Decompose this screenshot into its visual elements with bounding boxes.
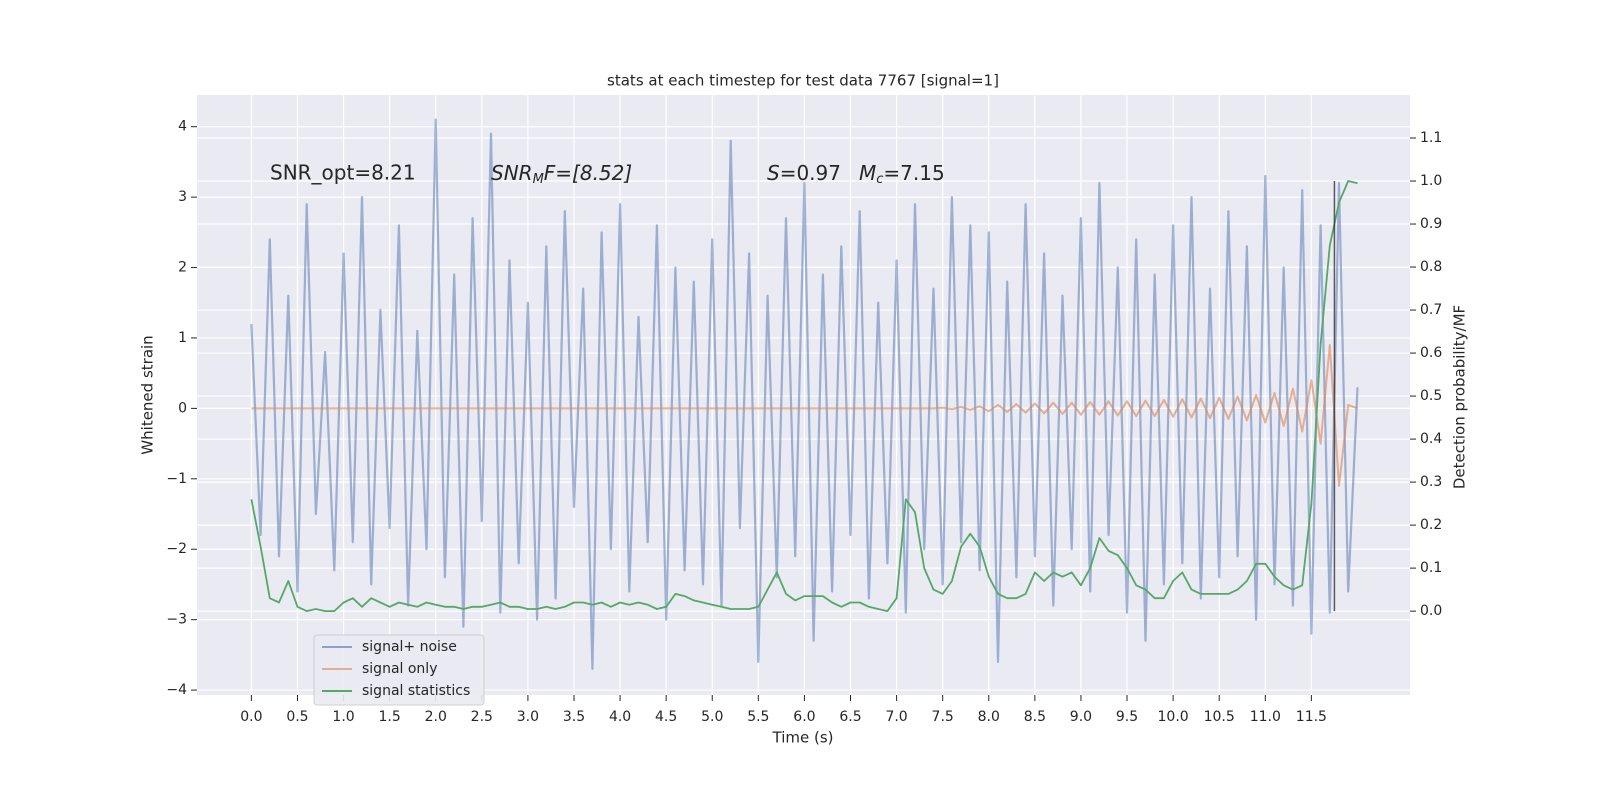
- annotation-part: F=[8.52]: [544, 161, 632, 185]
- x-tick-label: 9.0: [1070, 709, 1092, 725]
- y-tick-label: 2: [178, 260, 187, 276]
- y-tick-label: 1: [178, 330, 187, 346]
- annotation-part: M: [859, 161, 876, 185]
- legend-label: signal+ noise: [362, 639, 457, 655]
- legend: signal+ noise signal only signal statistic…: [313, 634, 485, 706]
- chart-title: stats at each timestep for test data 776…: [607, 72, 999, 90]
- x-tick-label: 5.5: [747, 709, 769, 725]
- y-tick-label: −3: [166, 612, 187, 628]
- x-tick-label: 11.0: [1250, 709, 1281, 725]
- y2-tick-label: 0.1: [1420, 560, 1442, 576]
- y2-tick-label: 0.4: [1420, 431, 1442, 447]
- x-tick-label: 1.5: [379, 709, 401, 725]
- x-tick-label: 8.5: [1024, 709, 1046, 725]
- marks: [250, 118, 1359, 670]
- x-tick-label: 4.0: [609, 709, 631, 725]
- y-tick-label: −1: [166, 471, 187, 487]
- y2-tick-label: 0.7: [1420, 302, 1442, 318]
- x-tick-label: 2.0: [425, 709, 447, 725]
- x-tick-label: 2.5: [471, 709, 493, 725]
- y-axis-label: Whitened strain: [139, 335, 157, 454]
- x-tick-label: 7.5: [932, 709, 954, 725]
- y2-tick-label: 0.9: [1420, 216, 1442, 232]
- x-tick-label: 0.5: [286, 709, 308, 725]
- y2-tick-label: 0.2: [1420, 517, 1442, 533]
- y-tick-label: 3: [178, 189, 187, 205]
- y2-tick-label: 0.0: [1420, 603, 1442, 619]
- x-tick-label: 3.0: [517, 709, 539, 725]
- y-tick-label: 4: [178, 119, 187, 135]
- annotation-part: =0.97: [780, 161, 841, 185]
- x-tick-label: 10.0: [1158, 709, 1189, 725]
- annotation-part: SNR: [491, 161, 533, 185]
- annotation-sub: M: [533, 172, 544, 187]
- x-tick-label: 7.0: [885, 709, 907, 725]
- x-tick-label: 0.0: [240, 709, 262, 725]
- y2-tick-label: 1.0: [1420, 173, 1442, 189]
- annotation-part: =7.15: [883, 161, 944, 185]
- y2-tick-label: 0.3: [1420, 474, 1442, 490]
- legend-label: signal statistics: [362, 683, 470, 699]
- annotation: SNR_opt=8.21: [270, 161, 416, 185]
- series-line: [250, 180, 1358, 612]
- x-tick-label: 5.0: [701, 709, 723, 725]
- x-tick-label: 11.5: [1296, 709, 1327, 725]
- y-tick-label: −4: [166, 682, 187, 698]
- x-tick-label: 9.5: [1116, 709, 1138, 725]
- legend-label: signal only: [362, 661, 437, 677]
- ticks: 0.0 0.5 1.0 1.5 2.0 2.5 3.0 3.5 4.0 4.5 5.0 5.5 6.0 6…: [166, 119, 1442, 725]
- annotation: Mc=7.15: [859, 161, 945, 187]
- y-tick-label: −2: [166, 541, 187, 557]
- series-line: [251, 344, 1358, 487]
- y2-tick-label: 0.6: [1420, 345, 1442, 361]
- annotation-sub: c: [876, 172, 883, 187]
- x-axis-label: Time (s): [772, 729, 834, 747]
- x-tick-label: 1.0: [332, 709, 354, 725]
- y2-axis-label: Detection probability/MF: [1451, 305, 1469, 489]
- annotation: SNRMF=[8.52]: [491, 161, 632, 187]
- x-tick-label: 10.5: [1204, 709, 1235, 725]
- legend-box: [313, 634, 485, 706]
- y2-tick-label: 0.8: [1420, 259, 1442, 275]
- x-tick-label: 8.0: [978, 709, 1000, 725]
- x-tick-label: 6.0: [793, 709, 815, 725]
- y-tick-label: 0: [178, 400, 187, 416]
- annotation: S=0.97: [767, 161, 841, 185]
- series-line: [250, 118, 1359, 670]
- y2-tick-label: 1.1: [1420, 130, 1442, 146]
- x-tick-label: 3.5: [563, 709, 585, 725]
- y2-tick-label: 0.5: [1420, 388, 1442, 404]
- annotation-part: S: [767, 161, 780, 185]
- x-tick-label: 6.5: [839, 709, 861, 725]
- x-tick-label: 4.5: [655, 709, 677, 725]
